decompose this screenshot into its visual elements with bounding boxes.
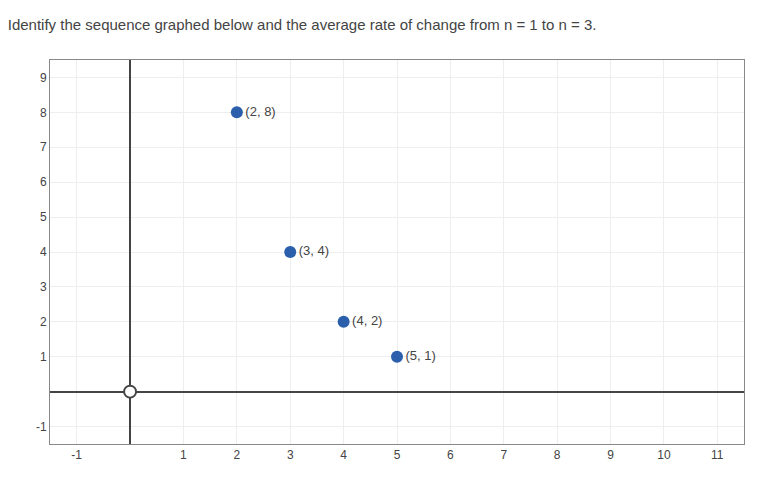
- svg-text:5: 5: [394, 448, 401, 462]
- svg-text:3: 3: [287, 448, 294, 462]
- svg-text:2: 2: [234, 448, 241, 462]
- svg-text:(4, 2): (4, 2): [352, 313, 382, 328]
- svg-text:(3, 4): (3, 4): [299, 243, 329, 258]
- svg-text:2: 2: [40, 315, 47, 329]
- svg-text:-1: -1: [71, 448, 82, 462]
- svg-text:6: 6: [40, 175, 47, 189]
- svg-text:9: 9: [40, 71, 47, 85]
- svg-text:11: 11: [711, 448, 724, 462]
- svg-text:Identify the sequence graphed: Identify the sequence graphed below and …: [8, 16, 597, 33]
- svg-text:7: 7: [500, 448, 507, 462]
- svg-text:10: 10: [657, 448, 671, 462]
- svg-text:8: 8: [40, 106, 47, 120]
- svg-text:7: 7: [40, 140, 47, 154]
- svg-text:4: 4: [40, 245, 47, 259]
- svg-text:-1: -1: [36, 420, 47, 434]
- svg-text:8: 8: [554, 448, 561, 462]
- svg-text:(5, 1): (5, 1): [406, 348, 436, 363]
- svg-text:9: 9: [607, 448, 614, 462]
- svg-text:5: 5: [40, 210, 47, 224]
- svg-text:1: 1: [180, 448, 187, 462]
- svg-text:6: 6: [447, 448, 454, 462]
- svg-text:1: 1: [40, 350, 47, 364]
- svg-text:4: 4: [340, 448, 347, 462]
- svg-text:(2, 8): (2, 8): [245, 104, 275, 119]
- svg-text:3: 3: [40, 280, 47, 294]
